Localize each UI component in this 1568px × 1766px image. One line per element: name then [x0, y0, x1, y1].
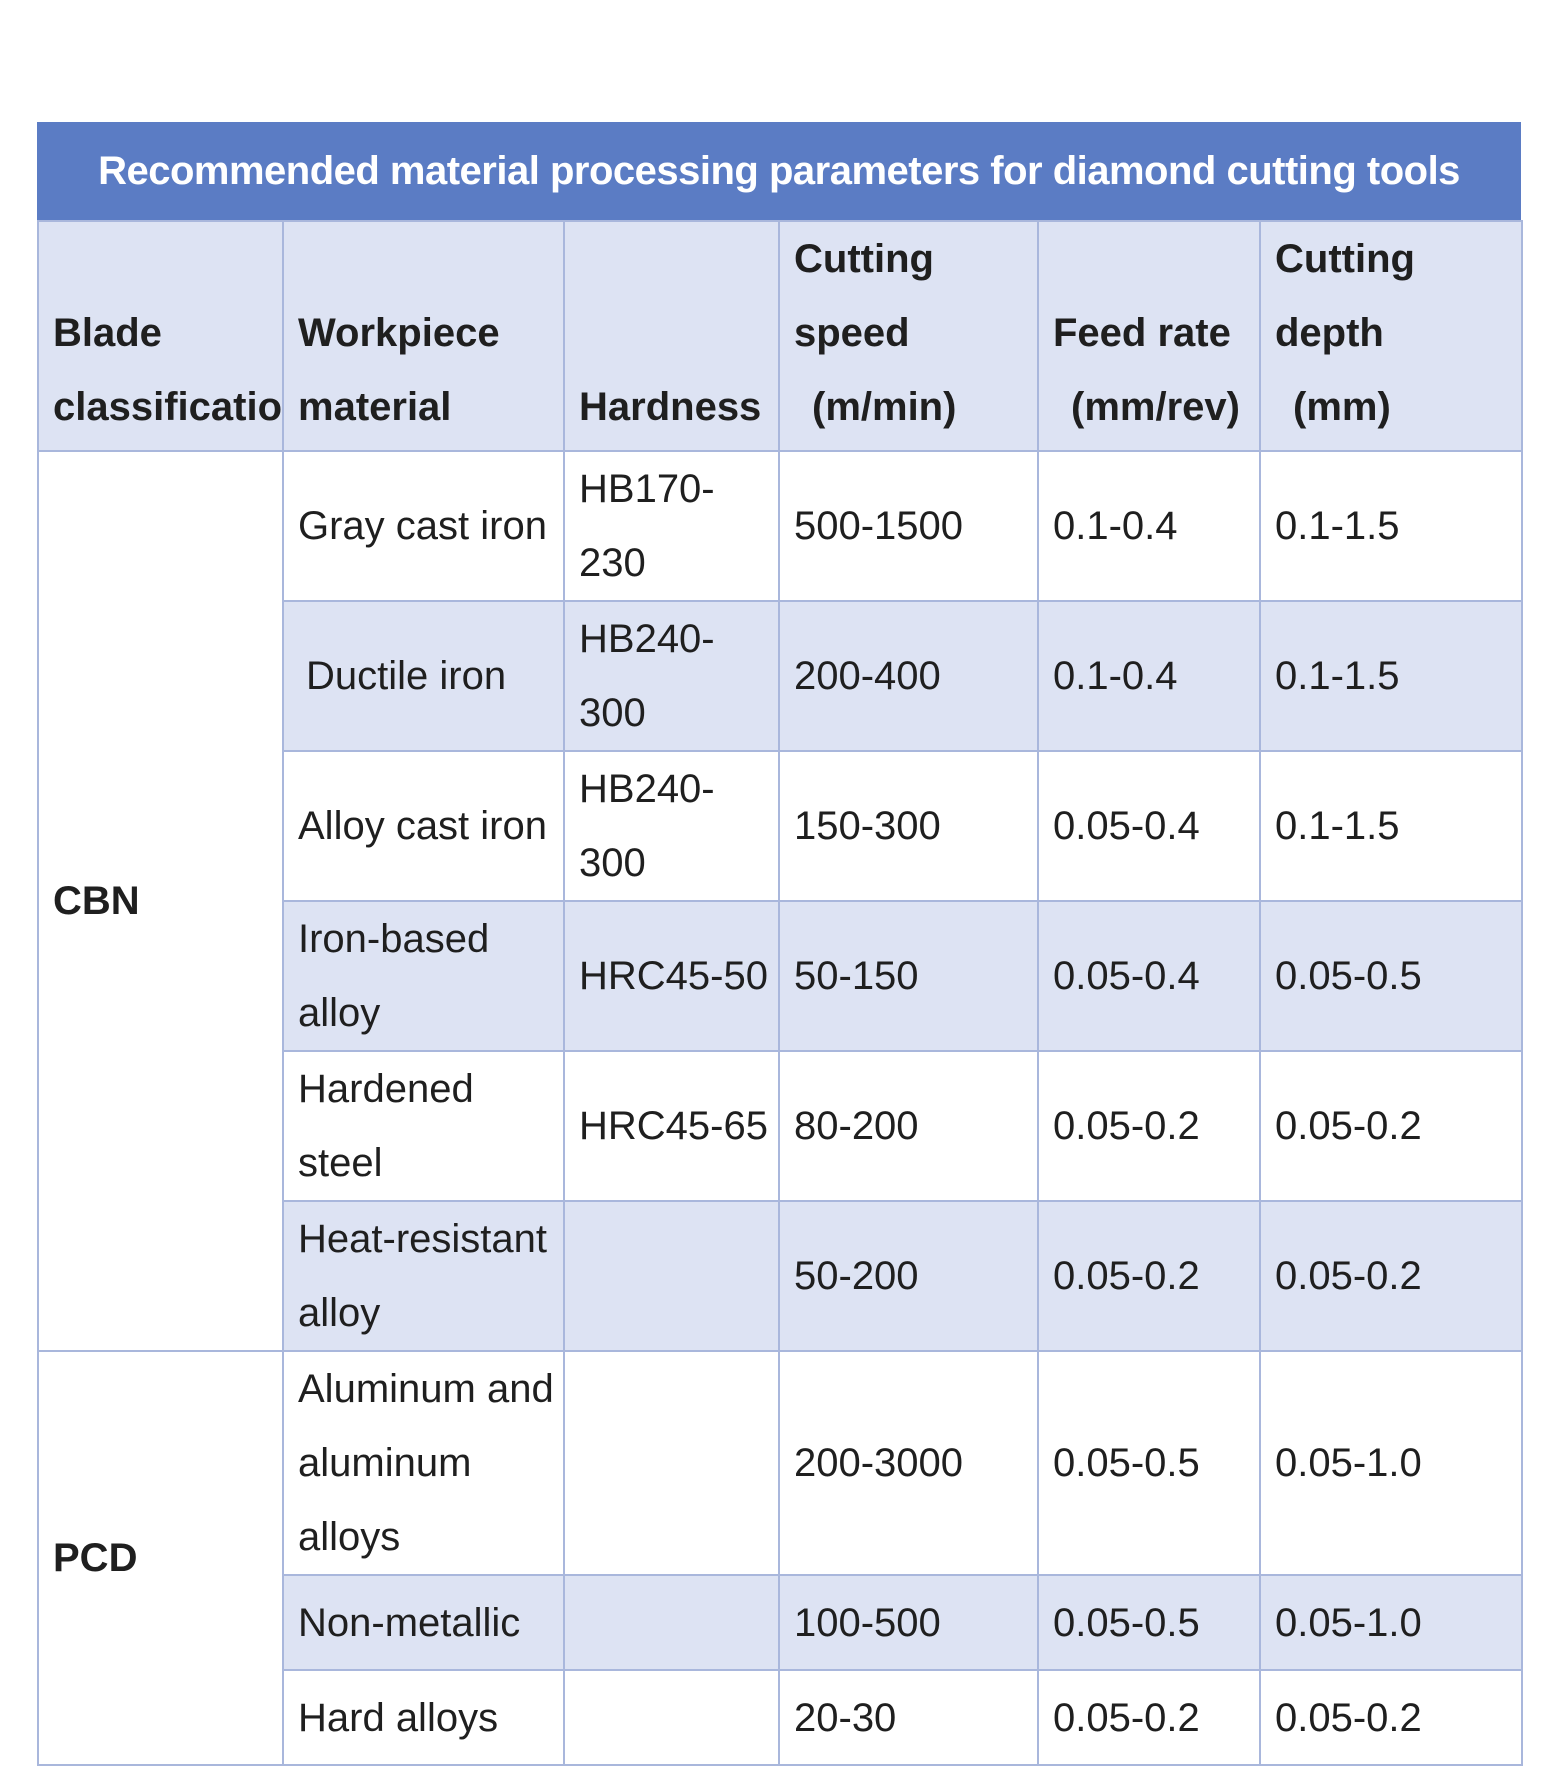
header-cutting-depth: Cutting depth (mm) [1259, 220, 1523, 452]
cell-hardness [563, 1350, 780, 1576]
parameters-table: Blade classification Workpiece material … [37, 220, 1523, 1766]
cell-hardness: HB240-300 [563, 600, 780, 752]
parameters-table-container: Recommended material processing paramete… [37, 122, 1523, 1766]
cell-speed: 50-200 [778, 1200, 1039, 1352]
cell-feed: 0.1-0.4 [1037, 450, 1261, 602]
header-cutting-speed: Cutting speed (m/min) [778, 220, 1039, 452]
cell-depth: 0.05-0.2 [1259, 1200, 1523, 1352]
cell-hardness: HB170-230 [563, 450, 780, 602]
cell-hardness: HRC45-65 [563, 1050, 780, 1202]
cell-feed: 0.05-0.5 [1037, 1574, 1261, 1671]
cell-depth: 0.05-0.5 [1259, 900, 1523, 1052]
table-title: Recommended material processing paramete… [37, 122, 1521, 220]
cell-depth: 0.1-1.5 [1259, 450, 1523, 602]
cell-feed: 0.1-0.4 [1037, 600, 1261, 752]
cell-hardness: HB240-300 [563, 750, 780, 902]
header-blade-classification: Blade classification [37, 220, 284, 452]
cell-feed: 0.05-0.4 [1037, 900, 1261, 1052]
header-hardness: Hardness [563, 220, 780, 452]
cell-material: Hard alloys [282, 1669, 565, 1766]
cell-depth: 0.05-0.2 [1259, 1669, 1523, 1766]
cell-material: Non-metallic [282, 1574, 565, 1671]
cell-hardness [563, 1200, 780, 1352]
header-feed-rate: Feed rate (mm/rev) [1037, 220, 1261, 452]
table-row: Hardened steel HRC45-65 80-200 0.05-0.2 … [38, 1050, 1523, 1202]
header-row: Blade classification Workpiece material … [37, 220, 1523, 452]
cell-speed: 150-300 [778, 750, 1039, 902]
cell-speed: 100-500 [778, 1574, 1039, 1671]
cell-material: Iron-based alloy [282, 900, 565, 1052]
cell-speed: 20-30 [778, 1669, 1039, 1766]
cell-speed: 200-3000 [778, 1350, 1039, 1576]
table-row: CBN Gray cast iron HB170-230 500-1500 0.… [37, 450, 1523, 1352]
table-row: Heat-resistant alloy 50-200 0.05-0.2 0.0… [38, 1200, 1523, 1352]
table-row: PCD Aluminum and aluminum alloys 200-300… [37, 1350, 1523, 1766]
cell-material: Aluminum and aluminum alloys [282, 1350, 565, 1576]
table-row: Ductile iron HB240-300 200-400 0.1-0.4 0… [38, 600, 1523, 752]
cell-feed: 0.05-0.4 [1037, 750, 1261, 902]
cell-speed: 50-150 [778, 900, 1039, 1052]
cell-material: Hardened steel [282, 1050, 565, 1202]
cell-depth: 0.05-0.2 [1259, 1050, 1523, 1202]
blade-pcd: PCD [37, 1350, 284, 1766]
cell-feed: 0.05-0.2 [1037, 1669, 1261, 1766]
cell-material: Heat-resistant alloy [282, 1200, 565, 1352]
cell-depth: 0.1-1.5 [1259, 750, 1523, 902]
blade-cbn: CBN [37, 450, 284, 1352]
cell-depth: 0.05-1.0 [1259, 1350, 1523, 1576]
cell-depth: 0.05-1.0 [1259, 1574, 1523, 1671]
cell-hardness [563, 1669, 780, 1766]
table-row: Alloy cast iron HB240-300 150-300 0.05-0… [38, 750, 1523, 902]
header-workpiece-material: Workpiece material [282, 220, 565, 452]
cell-speed: 500-1500 [778, 450, 1039, 602]
cell-material: Gray cast iron [282, 450, 565, 602]
cell-feed: 0.05-0.5 [1037, 1350, 1261, 1576]
cell-speed: 200-400 [778, 600, 1039, 752]
cell-feed: 0.05-0.2 [1037, 1200, 1261, 1352]
cell-speed: 80-200 [778, 1050, 1039, 1202]
cell-material: Ductile iron [282, 600, 565, 752]
cell-hardness: HRC45-50 [563, 900, 780, 1052]
cell-material: Alloy cast iron [282, 750, 565, 902]
cell-feed: 0.05-0.2 [1037, 1050, 1261, 1202]
cell-hardness [563, 1574, 780, 1671]
table-row: Iron-based alloy HRC45-50 50-150 0.05-0.… [38, 900, 1523, 1052]
cell-depth: 0.1-1.5 [1259, 600, 1523, 752]
